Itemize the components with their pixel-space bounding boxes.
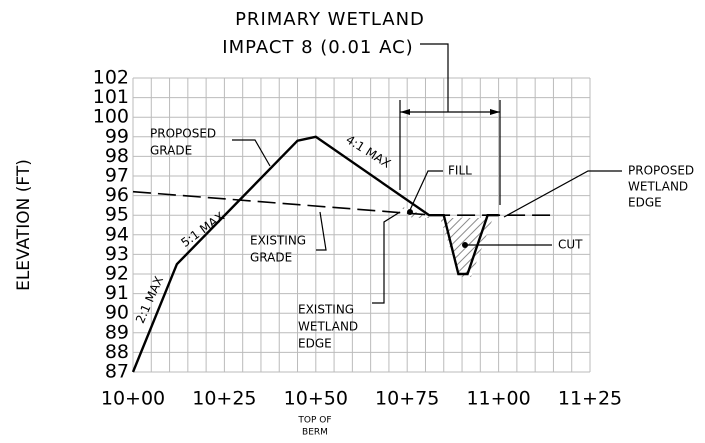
x-tick-label: 10+75	[375, 388, 439, 410]
label: WETLAND	[298, 320, 358, 334]
y-tick-label: 98	[105, 145, 129, 167]
leader	[316, 211, 327, 251]
y-tick-label: 96	[105, 184, 129, 206]
label: GRADE	[150, 144, 192, 158]
y-tick-label: 88	[105, 341, 129, 363]
y-tick-label: 93	[105, 243, 129, 265]
dot	[407, 209, 413, 215]
x-tick-label: 10+00	[101, 388, 165, 410]
label: PROPOSED	[628, 164, 694, 178]
y-tick-label: 101	[93, 86, 129, 108]
y-tick-label: 91	[105, 282, 129, 304]
y-tick-label: 95	[105, 204, 129, 226]
note: TOP OF	[297, 416, 331, 426]
y-tick-label: 99	[105, 125, 129, 147]
y-tick-label: 97	[105, 165, 129, 187]
x-tick-label: 11+00	[466, 388, 530, 410]
label: WETLAND	[628, 180, 688, 194]
title: PRIMARY WETLAND	[235, 9, 425, 30]
y-tick-label: 102	[93, 67, 129, 89]
label: EXISTING	[298, 303, 354, 317]
fill-hatch	[400, 206, 432, 218]
arrow	[490, 109, 500, 115]
leader	[503, 170, 622, 218]
note: BERM	[302, 428, 328, 438]
leader	[232, 139, 271, 167]
x-tick-label: 10+50	[284, 388, 348, 410]
x-tick-label: 10+25	[192, 388, 256, 410]
title: IMPACT 8 (0.01 AC)	[222, 37, 413, 58]
x-tick-label: 11+25	[558, 388, 622, 410]
label: EXISTING	[250, 234, 306, 248]
label: FILL	[448, 164, 472, 178]
leader	[409, 170, 443, 211]
label: EDGE	[628, 196, 662, 210]
label: EDGE	[298, 337, 332, 351]
label: 4:1 MAX	[343, 132, 393, 170]
label: GRADE	[250, 251, 292, 265]
arrow	[400, 109, 410, 115]
dot	[462, 242, 468, 248]
profile-line	[132, 190, 558, 216]
y-tick-label: 90	[105, 302, 129, 324]
y-tick-label: 87	[105, 361, 129, 383]
y-axis-label: ELEVATION (FT)	[14, 159, 34, 291]
y-tick-label: 92	[105, 263, 129, 285]
y-tick-label: 89	[105, 321, 129, 343]
y-tick-label: 100	[93, 106, 129, 128]
label: PROPOSED	[150, 127, 216, 141]
label: CUT	[558, 238, 583, 252]
leader	[420, 43, 449, 112]
leader	[372, 211, 401, 304]
y-tick-label: 94	[105, 223, 129, 245]
